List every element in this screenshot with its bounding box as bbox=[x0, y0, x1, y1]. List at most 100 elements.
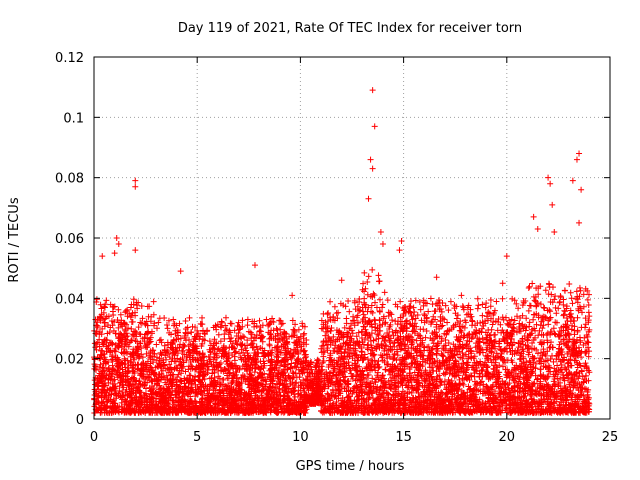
data-point bbox=[96, 315, 103, 322]
data-point bbox=[93, 340, 100, 347]
data-point bbox=[170, 316, 177, 323]
data-point bbox=[227, 320, 234, 327]
data-point bbox=[376, 278, 383, 285]
data-point bbox=[150, 298, 157, 305]
data-point bbox=[120, 319, 127, 326]
data-point bbox=[108, 318, 115, 325]
data-point bbox=[117, 311, 124, 318]
data-point bbox=[121, 342, 128, 349]
data-point bbox=[141, 338, 148, 345]
data-point bbox=[117, 359, 124, 366]
data-point bbox=[101, 354, 108, 361]
data-point bbox=[149, 406, 156, 413]
data-point bbox=[98, 331, 105, 338]
data-point bbox=[110, 407, 117, 414]
data-point bbox=[345, 298, 352, 305]
data-point bbox=[109, 386, 116, 393]
data-point bbox=[350, 313, 357, 320]
data-point bbox=[361, 295, 368, 302]
data-point bbox=[154, 325, 161, 332]
data-point bbox=[375, 272, 382, 279]
data-point bbox=[93, 296, 100, 303]
data-point bbox=[101, 367, 108, 374]
data-point bbox=[387, 310, 394, 317]
data-point bbox=[106, 329, 113, 336]
data-point bbox=[164, 325, 171, 332]
data-point bbox=[182, 318, 189, 325]
data-point bbox=[93, 388, 100, 395]
data-point bbox=[96, 343, 103, 350]
data-point bbox=[356, 298, 363, 305]
data-point bbox=[122, 326, 129, 333]
data-point bbox=[263, 316, 270, 323]
data-point bbox=[141, 392, 148, 399]
data-point bbox=[112, 404, 119, 411]
data-point bbox=[142, 361, 149, 368]
data-point bbox=[121, 355, 128, 362]
data-point bbox=[346, 308, 353, 315]
data-point bbox=[102, 358, 109, 365]
data-point bbox=[98, 394, 105, 401]
data-point bbox=[445, 307, 452, 314]
data-point bbox=[122, 368, 129, 375]
data-point bbox=[140, 359, 147, 366]
data-point bbox=[135, 324, 142, 331]
data-point bbox=[113, 395, 120, 402]
data-point bbox=[231, 357, 238, 364]
data-point bbox=[145, 313, 152, 320]
data-point bbox=[125, 325, 132, 332]
data-point bbox=[118, 349, 125, 356]
data-point bbox=[119, 335, 126, 342]
data-point bbox=[127, 392, 134, 399]
data-point bbox=[138, 345, 145, 352]
data-point bbox=[91, 377, 98, 384]
data-point bbox=[134, 365, 141, 372]
data-point bbox=[266, 341, 273, 348]
data-point bbox=[108, 357, 115, 364]
data-point bbox=[128, 397, 135, 404]
data-point bbox=[124, 357, 131, 364]
data-point bbox=[99, 389, 106, 396]
data-point bbox=[324, 311, 331, 318]
data-point bbox=[379, 301, 386, 308]
data-point bbox=[146, 374, 153, 381]
data-point bbox=[126, 407, 133, 414]
data-point bbox=[133, 396, 140, 403]
data-point bbox=[144, 303, 151, 310]
data-point bbox=[94, 324, 101, 331]
data-point bbox=[134, 338, 141, 345]
data-point bbox=[147, 349, 154, 356]
data-point bbox=[226, 335, 233, 342]
data-point bbox=[98, 372, 105, 379]
data-point bbox=[382, 366, 389, 373]
data-point bbox=[157, 336, 164, 343]
data-point bbox=[136, 387, 143, 394]
data-point bbox=[104, 402, 111, 409]
data-points bbox=[91, 87, 593, 416]
data-point bbox=[110, 311, 117, 318]
data-point bbox=[96, 336, 103, 343]
data-point bbox=[155, 319, 162, 326]
data-point bbox=[122, 308, 129, 315]
data-point bbox=[139, 381, 146, 388]
data-point bbox=[115, 306, 122, 313]
data-point bbox=[128, 337, 135, 344]
data-point bbox=[139, 354, 146, 361]
data-point bbox=[129, 381, 136, 388]
data-point bbox=[103, 297, 110, 304]
data-point bbox=[119, 396, 126, 403]
data-point bbox=[123, 398, 130, 405]
data-point bbox=[140, 366, 147, 373]
data-point bbox=[244, 322, 251, 329]
data-point bbox=[101, 320, 108, 327]
data-point bbox=[100, 309, 107, 316]
data-point bbox=[130, 296, 137, 303]
data-point bbox=[105, 313, 112, 320]
data-point bbox=[122, 309, 129, 316]
data-point bbox=[111, 303, 118, 310]
data-point bbox=[131, 375, 138, 382]
data-point bbox=[369, 266, 376, 273]
data-point bbox=[146, 368, 153, 375]
data-point bbox=[132, 312, 139, 319]
data-point bbox=[420, 343, 427, 350]
